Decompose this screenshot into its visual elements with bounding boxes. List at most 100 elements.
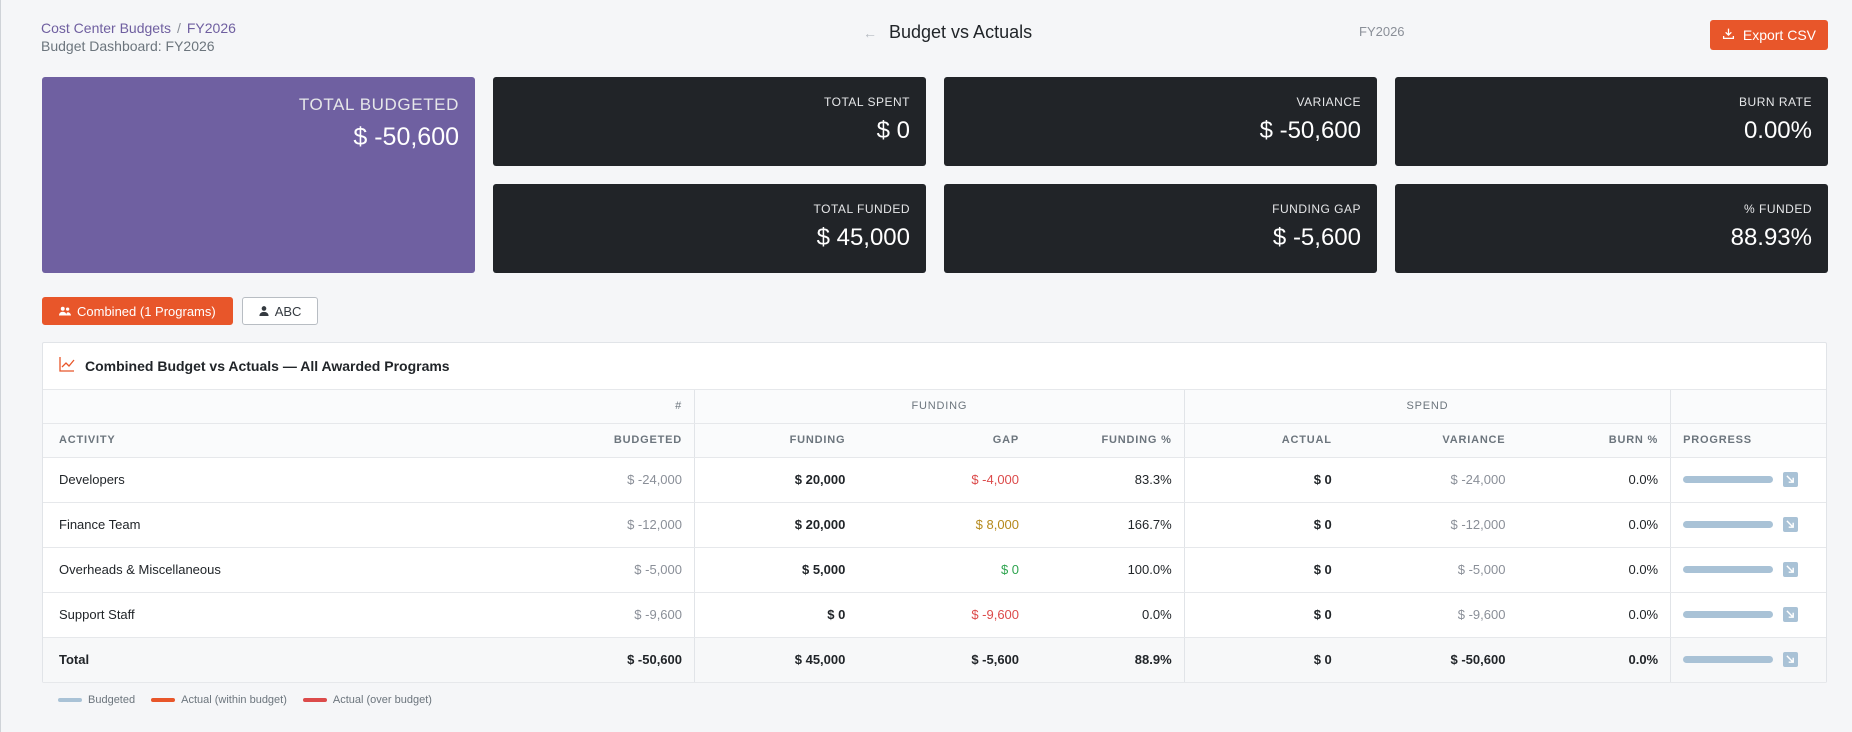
cell-gap: $ 0 (857, 547, 1032, 593)
table-group-header: # FUNDING SPEND (43, 390, 1826, 424)
cell-budgeted: $ -24,000 (528, 457, 696, 503)
col-gap: GAP (857, 423, 1032, 458)
cell-burn-pct: 0.0% (1517, 457, 1672, 503)
legend-swatch-within (151, 698, 176, 702)
page-header: Cost Center Budgets / FY2026 Budget Dashbo… (41, 20, 1828, 60)
cell-funding-pct: 88.9% (1031, 637, 1185, 683)
group-header-count: # (43, 390, 695, 424)
cell-budgeted: $ -12,000 (528, 502, 696, 548)
cell-funding-pct: 83.3% (1031, 457, 1185, 503)
cell-funding: $ 0 (694, 592, 858, 638)
cell-actual: $ 0 (1184, 547, 1344, 593)
kpi-variance: VARIANCE $ -50,600 (944, 77, 1377, 166)
col-budgeted: BUDGETED (528, 423, 696, 458)
program-abc-button[interactable]: ABC (241, 297, 319, 325)
kpi-funding-gap: FUNDING GAP $ -5,600 (944, 184, 1377, 273)
kpi-total-funded: TOTAL FUNDED $ 45,000 (493, 184, 926, 273)
legend-swatch-over (302, 698, 327, 702)
kpi-label: TOTAL BUDGETED (298, 95, 459, 114)
page-title-text: Budget vs Actuals (889, 22, 1033, 42)
panel-header: Combined Budget vs Actuals — All Awarded… (43, 343, 1826, 390)
cell-variance: $ -12,000 (1343, 502, 1518, 548)
kpi-total-spent: TOTAL SPENT $ 0 (493, 77, 926, 166)
cell-funding: $ 20,000 (694, 502, 858, 548)
export-csv-button[interactable]: Export CSV (1709, 20, 1828, 50)
budget-progress-bar (1683, 611, 1774, 618)
line-chart-icon (59, 356, 75, 377)
trend-icon[interactable] (1783, 607, 1799, 622)
cell-funding: $ 45,000 (694, 637, 858, 683)
combined-programs-button[interactable]: Combined (1 Programs) (42, 297, 233, 325)
legend-item-within: Actual (within budget) (151, 694, 287, 706)
cell-actual: $ 0 (1184, 592, 1344, 638)
kpi-label: % FUNDED (1743, 202, 1812, 216)
cell-burn-pct: 0.0% (1517, 592, 1672, 638)
cell-burn-pct: 0.0% (1517, 547, 1672, 593)
kpi-value: $ 45,000 (816, 224, 910, 251)
table-total-row: Total $ -50,600 $ 45,000 $ -5,600 88.9% … (43, 637, 1826, 683)
kpi-burn-rate: BURN RATE 0.00% (1395, 77, 1828, 166)
col-burn-pct: BURN % (1517, 423, 1672, 458)
cell-funding-pct: 100.0% (1031, 547, 1185, 593)
cell-variance: $ -24,000 (1343, 457, 1518, 503)
cell-funding-pct: 166.7% (1031, 502, 1185, 548)
budget-vs-actuals-panel: Combined Budget vs Actuals — All Awarded… (42, 342, 1827, 683)
legend-label-budgeted: Budgeted (88, 694, 136, 706)
user-icon (259, 304, 269, 319)
cell-activity: Support Staff (43, 592, 529, 638)
download-icon (1722, 27, 1735, 43)
cell-actual: $ 0 (1184, 457, 1344, 503)
back-arrow-icon[interactable]: ← (863, 24, 877, 41)
cell-progress (1670, 547, 1826, 593)
cell-variance: $ -9,600 (1343, 592, 1518, 638)
cell-burn-pct: 0.0% (1517, 637, 1672, 683)
budget-progress-bar (1683, 566, 1774, 573)
cell-activity: Finance Team (43, 502, 529, 548)
cell-funding: $ 5,000 (694, 547, 858, 593)
trend-icon[interactable] (1783, 652, 1799, 667)
cell-gap: $ -5,600 (857, 637, 1032, 683)
kpi-value: $ 0 (876, 117, 910, 144)
group-header-funding: FUNDING (694, 390, 1185, 424)
group-header-blank (1670, 390, 1826, 424)
trend-icon[interactable] (1783, 562, 1799, 577)
col-activity: ACTIVITY (43, 423, 529, 458)
group-header-spend: SPEND (1184, 390, 1672, 424)
cell-activity: Developers (43, 457, 529, 503)
table-row: Overheads & Miscellaneous $ -5,000 $ 5,0… (43, 547, 1826, 593)
cell-activity: Overheads & Miscellaneous (43, 547, 529, 593)
col-actual: ACTUAL (1184, 423, 1344, 458)
page-subtitle: Budget Dashboard: FY2026 (41, 38, 215, 54)
trend-icon[interactable] (1783, 517, 1799, 532)
cell-variance: $ -5,000 (1343, 547, 1518, 593)
trend-icon[interactable] (1783, 472, 1799, 487)
kpi-label: VARIANCE (1296, 95, 1361, 109)
program-toggle-group: Combined (1 Programs) ABC (42, 297, 319, 325)
cell-funding-pct: 0.0% (1031, 592, 1185, 638)
cell-actual: $ 0 (1184, 502, 1344, 548)
cell-gap: $ -4,000 (857, 457, 1032, 503)
table-row: Finance Team $ -12,000 $ 20,000 $ 8,000 … (43, 502, 1826, 548)
breadcrumb-root-link[interactable]: Cost Center Budgets (41, 20, 171, 36)
cell-progress (1670, 502, 1826, 548)
page-title: ← Budget vs Actuals (863, 22, 1032, 43)
table-column-header: ACTIVITY BUDGETED FUNDING GAP FUNDING % … (43, 423, 1826, 458)
program-abc-label: ABC (274, 303, 302, 319)
kpi-value: $ -5,600 (1272, 224, 1361, 251)
kpi-total-budgeted: TOTAL BUDGETED $ -50,600 (42, 77, 475, 273)
legend-label-over: Actual (over budget) (332, 694, 432, 706)
kpi-label: TOTAL FUNDED (813, 202, 910, 216)
kpi-value: $ -50,600 (353, 123, 459, 151)
breadcrumb-separator: / (176, 20, 181, 36)
panel-title: Combined Budget vs Actuals — All Awarded… (85, 358, 450, 374)
budget-progress-bar (1683, 521, 1774, 528)
legend-label-within: Actual (within budget) (181, 694, 287, 706)
cell-actual: $ 0 (1184, 637, 1344, 683)
cell-progress (1670, 457, 1826, 503)
cell-gap: $ -9,600 (857, 592, 1032, 638)
cell-budgeted: $ -9,600 (528, 592, 696, 638)
col-variance: VARIANCE (1343, 423, 1518, 458)
col-funding-pct: FUNDING % (1031, 423, 1185, 458)
breadcrumb-current[interactable]: FY2026 (186, 20, 236, 36)
legend-swatch-budgeted (58, 698, 82, 702)
